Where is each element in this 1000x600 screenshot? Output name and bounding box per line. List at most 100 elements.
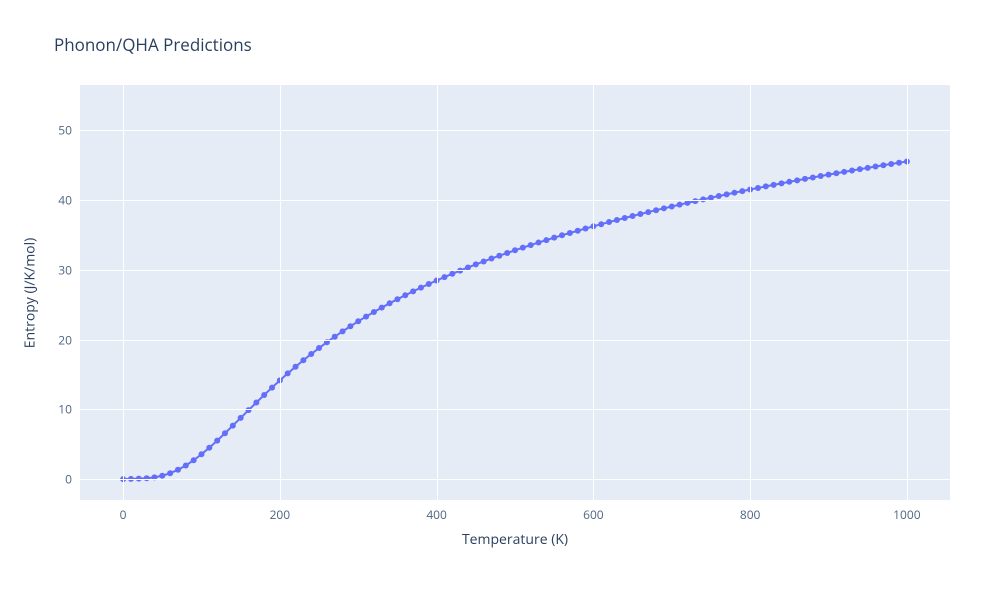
data-point[interactable] — [818, 173, 824, 179]
data-point[interactable] — [763, 183, 769, 189]
chart-container: { "chart": { "type": "line-markers", "ti… — [0, 0, 1000, 600]
data-point[interactable] — [606, 219, 612, 225]
data-point[interactable] — [724, 191, 730, 197]
data-point[interactable] — [159, 473, 165, 479]
data-point[interactable] — [865, 165, 871, 171]
data-point[interactable] — [771, 182, 777, 188]
data-point[interactable] — [536, 240, 542, 246]
gridline-vertical — [593, 85, 594, 500]
data-point[interactable] — [191, 457, 197, 463]
data-point[interactable] — [520, 245, 526, 251]
gridline-vertical — [280, 85, 281, 500]
data-point[interactable] — [167, 470, 173, 476]
x-tick-label: 1000 — [893, 506, 920, 523]
data-point[interactable] — [410, 288, 416, 294]
data-point[interactable] — [857, 166, 863, 172]
data-point[interactable] — [261, 392, 267, 398]
data-point[interactable] — [849, 168, 855, 174]
data-point[interactable] — [614, 217, 620, 223]
data-point[interactable] — [731, 190, 737, 196]
data-point[interactable] — [363, 314, 369, 320]
data-point[interactable] — [206, 445, 212, 451]
gridline-horizontal — [80, 200, 950, 201]
data-point[interactable] — [630, 213, 636, 219]
data-point[interactable] — [512, 247, 518, 253]
data-point[interactable] — [449, 271, 455, 277]
data-point[interactable] — [473, 261, 479, 267]
data-point[interactable] — [622, 215, 628, 221]
data-point[interactable] — [786, 179, 792, 185]
data-point[interactable] — [598, 221, 604, 227]
data-point[interactable] — [692, 198, 698, 204]
data-point[interactable] — [175, 467, 181, 473]
data-point[interactable] — [826, 172, 832, 178]
data-point[interactable] — [645, 209, 651, 215]
gridline-vertical — [750, 85, 751, 500]
data-point[interactable] — [238, 415, 244, 421]
data-point[interactable] — [896, 160, 902, 166]
data-point[interactable] — [669, 204, 675, 210]
data-point[interactable] — [575, 228, 581, 234]
y-axis-label: Entropy (J/K/mol) — [21, 237, 40, 348]
data-layer — [80, 85, 950, 500]
data-point[interactable] — [841, 169, 847, 175]
data-point[interactable] — [739, 188, 745, 194]
gridline-horizontal — [80, 340, 950, 341]
data-point[interactable] — [308, 351, 314, 357]
data-point[interactable] — [543, 237, 549, 243]
data-point[interactable] — [504, 250, 510, 256]
data-point[interactable] — [716, 193, 722, 199]
data-point[interactable] — [387, 300, 393, 306]
x-tick-label: 600 — [583, 506, 604, 523]
data-point[interactable] — [496, 253, 502, 259]
data-point[interactable] — [253, 399, 259, 405]
data-point[interactable] — [778, 180, 784, 186]
data-point[interactable] — [833, 170, 839, 176]
data-point[interactable] — [316, 345, 322, 351]
data-point[interactable] — [269, 385, 275, 391]
data-point[interactable] — [441, 274, 447, 280]
data-point[interactable] — [183, 462, 189, 468]
data-point[interactable] — [222, 430, 228, 436]
data-point[interactable] — [402, 292, 408, 298]
data-point[interactable] — [418, 285, 424, 291]
data-point[interactable] — [426, 281, 432, 287]
data-point[interactable] — [198, 451, 204, 457]
y-tick-label: 10 — [58, 401, 72, 418]
data-point[interactable] — [810, 174, 816, 180]
x-tick-label: 400 — [426, 506, 447, 523]
gridline-horizontal — [80, 270, 950, 271]
data-point[interactable] — [481, 258, 487, 264]
data-point[interactable] — [677, 202, 683, 208]
data-point[interactable] — [653, 207, 659, 213]
data-point[interactable] — [379, 305, 385, 311]
data-point[interactable] — [637, 211, 643, 217]
y-tick-label: 30 — [58, 261, 72, 278]
data-point[interactable] — [293, 364, 299, 370]
data-point[interactable] — [230, 423, 236, 429]
data-point[interactable] — [214, 438, 220, 444]
data-point[interactable] — [567, 230, 573, 236]
data-point[interactable] — [355, 318, 361, 324]
data-point[interactable] — [528, 242, 534, 248]
data-point[interactable] — [755, 185, 761, 191]
data-point[interactable] — [661, 205, 667, 211]
data-point[interactable] — [880, 162, 886, 168]
data-point[interactable] — [583, 226, 589, 232]
data-point[interactable] — [394, 296, 400, 302]
data-point[interactable] — [873, 164, 879, 170]
data-point[interactable] — [371, 309, 377, 315]
data-point[interactable] — [347, 323, 353, 329]
data-point[interactable] — [551, 235, 557, 241]
data-point[interactable] — [888, 161, 894, 167]
data-point[interactable] — [794, 177, 800, 183]
plot-area[interactable] — [80, 85, 950, 500]
x-axis-label: Temperature (K) — [462, 530, 568, 549]
data-point[interactable] — [285, 370, 291, 376]
data-point[interactable] — [300, 357, 306, 363]
data-point[interactable] — [802, 176, 808, 182]
data-point[interactable] — [340, 328, 346, 334]
data-point[interactable] — [488, 256, 494, 262]
gridline-horizontal — [80, 479, 950, 480]
data-point[interactable] — [559, 232, 565, 238]
